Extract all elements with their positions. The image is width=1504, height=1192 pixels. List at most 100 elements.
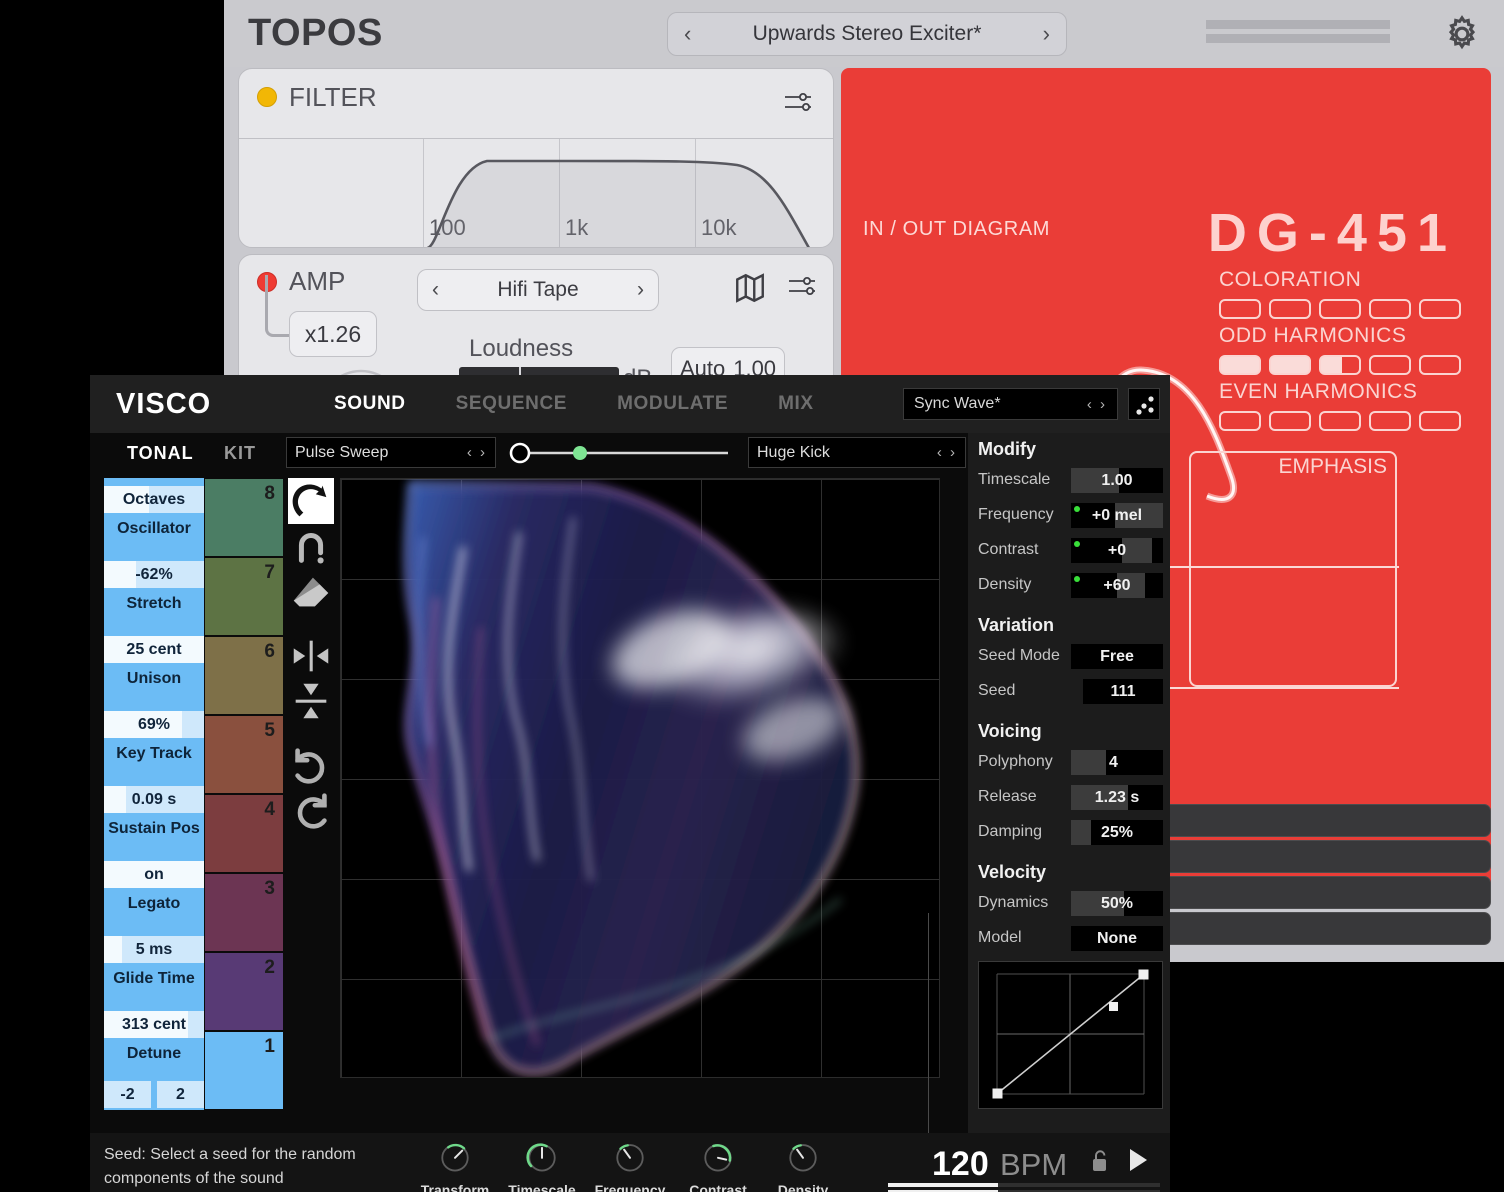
layer-a-selector[interactable]: Pulse Sweep ‹ › <box>286 437 496 468</box>
even-harmonics-cell[interactable] <box>1219 411 1261 431</box>
kit-pad[interactable]: 3 <box>204 873 284 952</box>
redo-tool-icon[interactable] <box>288 788 334 834</box>
param-frequency[interactable]: Frequency +0 mel <box>978 503 1163 528</box>
even-harmonics-cell[interactable] <box>1369 411 1411 431</box>
kit-pad[interactable]: 7 <box>204 557 284 636</box>
param-timescale[interactable]: Timescale 1.00 <box>978 468 1163 493</box>
amp-mode-prev-icon[interactable]: ‹ <box>432 278 439 301</box>
tonal-param-detune[interactable]: 313 cent Detune <box>104 1011 204 1063</box>
coloration-cell[interactable] <box>1419 299 1461 319</box>
param-density[interactable]: Density +60 <box>978 573 1163 598</box>
magnet-tool-icon[interactable] <box>288 524 334 570</box>
tonal-param-key-track[interactable]: 69% Key Track <box>104 711 204 763</box>
tonal-param-value-slot[interactable]: 69% <box>104 711 204 738</box>
tonal-param-value-slot[interactable]: 0.09 s <box>104 786 204 813</box>
param-field[interactable]: 50% <box>1071 891 1163 916</box>
tonal-param-oscillator[interactable]: Octaves Oscillator <box>104 486 204 538</box>
even-harmonics-cell[interactable] <box>1269 411 1311 431</box>
layer-a-nav-icons[interactable]: ‹ › <box>466 444 487 461</box>
coloration-cells[interactable] <box>1219 299 1461 319</box>
kit-pad[interactable]: 1 <box>204 1031 284 1110</box>
amp-drive-value[interactable]: x1.26 <box>289 311 377 357</box>
layer-b-name[interactable]: Huge Kick <box>757 443 830 461</box>
coloration-cell[interactable] <box>1269 299 1311 319</box>
tempo-lock-icon[interactable] <box>1090 1149 1110 1173</box>
tab-kit[interactable]: KIT <box>224 443 256 463</box>
tab-modulate[interactable]: MODULATE <box>617 393 729 414</box>
velocity-curve-editor[interactable] <box>978 961 1163 1109</box>
gear-icon[interactable] <box>1440 12 1484 56</box>
odd-harmonics-cell[interactable] <box>1219 355 1261 375</box>
preset-prev-icon[interactable]: ‹ <box>684 21 692 46</box>
amp-mode-next-icon[interactable]: › <box>636 278 644 301</box>
param-contrast[interactable]: Contrast +0 <box>978 538 1163 563</box>
kit-pad[interactable]: 8 <box>204 478 284 557</box>
kit-pad[interactable]: 4 <box>204 794 284 873</box>
param-field[interactable]: 1.23 s <box>1071 785 1163 810</box>
amp-mode-name[interactable]: Hifi Tape <box>497 278 579 301</box>
kit-pad[interactable]: 2 <box>204 952 284 1031</box>
tonal-param-unison[interactable]: 25 cent Unison <box>104 636 204 688</box>
bpm-value[interactable]: 120 <box>932 1145 989 1183</box>
map-icon[interactable] <box>733 271 767 305</box>
odd-harmonics-cells[interactable] <box>1219 355 1461 375</box>
menu-icon[interactable] <box>1206 20 1390 48</box>
param-dynamics[interactable]: Dynamics 50% <box>978 891 1163 916</box>
detune-max-value[interactable]: 2 <box>157 1081 204 1108</box>
emphasis-box[interactable]: EMPHASIS <box>843 451 1399 689</box>
knob-timescale[interactable]: Timescale <box>502 1136 582 1192</box>
tonal-param-legato[interactable]: on Legato <box>104 861 204 913</box>
param-field[interactable]: 25% <box>1071 820 1163 845</box>
coloration-cell[interactable] <box>1319 299 1361 319</box>
even-harmonics-cell[interactable] <box>1319 411 1361 431</box>
odd-harmonics-cell[interactable] <box>1269 355 1311 375</box>
param-field[interactable]: +0 mel <box>1071 503 1163 528</box>
filter-response-graph[interactable]: 100 1k 10k <box>239 138 833 247</box>
param-field[interactable]: 111 <box>1083 679 1163 704</box>
layer-a-name[interactable]: Pulse Sweep <box>295 443 389 461</box>
tonal-param-value-slot[interactable]: 25 cent <box>104 636 204 663</box>
amp-mode-selector[interactable]: ‹ Hifi Tape › <box>417 269 659 311</box>
param-field[interactable]: +60 <box>1071 573 1163 598</box>
knob-transform[interactable]: Transform <box>415 1136 495 1192</box>
even-harmonics-cell[interactable] <box>1419 411 1461 431</box>
kit-pad[interactable]: 6 <box>204 636 284 715</box>
param-field[interactable]: Free <box>1071 644 1163 669</box>
tonal-param-value-slot[interactable]: 313 cent <box>104 1011 204 1038</box>
amp-settings-icon[interactable] <box>787 273 817 299</box>
coloration-cell[interactable] <box>1369 299 1411 319</box>
tab-tonal[interactable]: TONAL <box>127 443 194 463</box>
undo-tool-icon[interactable] <box>288 743 334 789</box>
odd-harmonics-cell[interactable] <box>1419 355 1461 375</box>
warp-tool-icon[interactable] <box>288 478 334 524</box>
visco-preset-nav-icons[interactable]: ‹ › <box>1086 395 1107 413</box>
preset-name[interactable]: Upwards Stereo Exciter* <box>752 22 982 45</box>
param-field[interactable]: None <box>1071 926 1163 951</box>
tonal-param-stretch[interactable]: -62% Stretch <box>104 561 204 613</box>
tab-sequence[interactable]: SEQUENCE <box>455 393 568 414</box>
collapse-horizontal-tool-icon[interactable] <box>288 633 334 679</box>
layer-b-selector[interactable]: Huge Kick ‹ › <box>748 437 966 468</box>
param-model[interactable]: Model None <box>978 926 1163 951</box>
transport-progress[interactable] <box>888 1183 1160 1192</box>
visco-preset-name[interactable]: Sync Wave* <box>914 395 1001 412</box>
eraser-tool-icon[interactable] <box>288 570 334 616</box>
tab-mix[interactable]: MIX <box>778 393 814 414</box>
tonal-param-value-slot[interactable]: 5 ms <box>104 936 204 963</box>
filter-enable-led[interactable] <box>257 87 277 107</box>
play-button[interactable] <box>1130 1149 1147 1171</box>
odd-harmonics-cell[interactable] <box>1369 355 1411 375</box>
tab-sound[interactable]: SOUND <box>334 393 406 414</box>
tonal-param-glide-time[interactable]: 5 ms Glide Time <box>104 936 204 988</box>
param-field[interactable]: 4 <box>1071 750 1163 775</box>
knob-density[interactable]: Density <box>763 1136 843 1192</box>
filter-settings-icon[interactable] <box>783 89 813 115</box>
tonal-param-value-slot[interactable]: Octaves <box>104 486 204 513</box>
param-polyphony[interactable]: Polyphony 4 <box>978 750 1163 775</box>
param-release[interactable]: Release 1.23 s <box>978 785 1163 810</box>
visco-preset-selector[interactable]: Sync Wave* ‹ › <box>903 388 1118 420</box>
param-damping[interactable]: Damping 25% <box>978 820 1163 845</box>
knob-frequency[interactable]: Frequency <box>590 1136 670 1192</box>
tonal-param-value-slot[interactable]: on <box>104 861 204 888</box>
detune-min-value[interactable]: -2 <box>104 1081 151 1108</box>
